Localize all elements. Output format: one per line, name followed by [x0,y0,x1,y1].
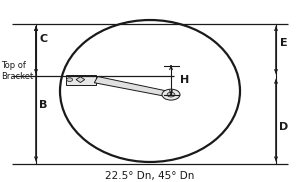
Text: E: E [280,38,287,48]
Text: D: D [279,122,288,132]
Text: C: C [39,34,48,44]
Text: B: B [39,100,48,110]
Circle shape [167,92,175,97]
Bar [66,75,96,85]
Circle shape [67,78,73,82]
Text: 22.5° Dn, 45° Dn: 22.5° Dn, 45° Dn [105,171,195,181]
Text: Top of
Bracket: Top of Bracket [2,61,34,81]
Circle shape [162,89,180,100]
Polygon shape [94,76,172,97]
Text: H: H [180,75,189,85]
Polygon shape [76,77,85,83]
